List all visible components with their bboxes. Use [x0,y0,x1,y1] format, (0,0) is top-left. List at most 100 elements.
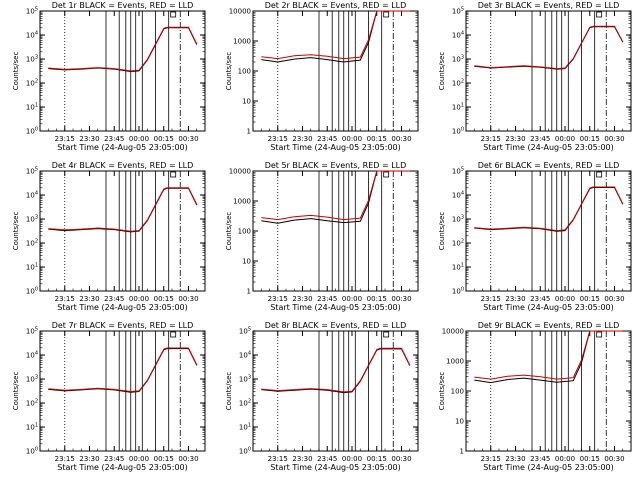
x-tick-label: 23:15 [55,455,75,463]
x-tick-label: 23:15 [55,295,75,303]
y-tick-exponent: 5 [35,327,38,333]
x-tick-label: 00:30 [604,295,624,303]
y-tick-exponent: 0 [35,447,38,453]
flag-box-marker [383,331,390,338]
y-axis-label: Counts/sec [438,212,446,251]
y-tick-label: 100 [238,68,251,76]
flag-box-marker [596,171,603,178]
panel-title: Det 9r BLACK = Events, RED = LLD [478,321,620,330]
series-lld-line [474,186,624,232]
y-tick-label: 10000 [229,168,251,176]
y-tick-label: 1000 [233,198,251,206]
y-tick-exponent: 5 [35,167,38,173]
panel-det-2: Det 2r BLACK = Events, RED = LLD 1 10 100 10… [225,1,419,152]
x-tick-label: 23:45 [104,135,124,143]
x-tick-label: 00:30 [391,455,411,463]
x-tick-label: 23:45 [104,295,124,303]
y-tick-label: 10 [455,418,464,426]
y-tick-label: 103 [452,55,464,64]
y-tick-label: 101 [239,423,251,432]
x-tick-label: 23:15 [481,295,501,303]
x-tick-label: 23:30 [505,455,525,463]
x-tick-label: 23:15 [268,455,288,463]
y-axis-label: Counts/sec [438,372,446,411]
x-tick-label: 00:15 [367,135,387,143]
x-tick-label: 23:45 [317,135,337,143]
panel-title: Det 6r BLACK = Events, RED = LLD [478,161,620,170]
series-events-line [474,26,624,70]
panel-det-1: Det 1r BLACK = Events, RED = LLD10010110… [12,1,206,152]
flag-box-marker [596,11,603,18]
y-axis-label: Counts/sec [12,52,20,91]
x-tick-label: 23:15 [268,295,288,303]
y-tick-exponent: 5 [35,7,38,13]
panel-det-9: Det 9r BLACK = Events, RED = LLD 1 10 100 10… [438,321,632,472]
y-tick-label: 102 [239,399,251,408]
x-tick-label: 00:00 [555,455,575,463]
x-tick-label: 23:45 [530,455,550,463]
x-tick-label: 23:30 [79,135,99,143]
y-tick-exponent: 1 [461,103,464,109]
y-tick-label: 100 [238,228,251,236]
y-tick-label: 105 [26,327,38,336]
series-events-line [261,170,410,224]
x-tick-label: 23:30 [505,135,525,143]
x-tick-label: 23:15 [481,135,501,143]
y-tick-label: 103 [26,55,38,64]
x-tick-label: 00:15 [580,135,600,143]
y-tick-label: 105 [26,167,38,176]
y-tick-label: 105 [452,7,464,16]
x-tick-label: 00:15 [154,455,174,463]
y-tick-exponent: 3 [35,55,38,61]
series-events-line [261,348,411,394]
panel-title: Det 5r BLACK = Events, RED = LLD [265,161,407,170]
x-tick-label: 23:45 [317,295,337,303]
x-tick-label: 23:45 [530,295,550,303]
y-tick-exponent: 0 [461,127,464,133]
y-tick-exponent: 4 [461,191,464,197]
y-tick-label: 100 [239,447,251,456]
x-tick-label: 00:15 [154,135,174,143]
x-axis-label: Start Time (24-Aug-05 23:05:00) [270,143,401,152]
x-tick-label: 00:30 [604,455,624,463]
y-tick-exponent: 2 [35,399,38,405]
y-tick-label: 100 [452,127,464,136]
x-axis-label: Start Time (24-Aug-05 23:05:00) [270,463,401,472]
y-axis-label: Counts/sec [225,372,233,411]
y-axis-label: Counts/sec [225,212,233,251]
x-axis-label: Start Time (24-Aug-05 23:05:00) [483,303,614,312]
y-tick-label: 102 [26,239,38,248]
y-tick-label: 103 [26,215,38,224]
flag-box-marker [596,331,603,338]
flag-box-marker [383,171,390,178]
x-tick-label: 00:00 [129,455,149,463]
y-tick-label: 102 [452,239,464,248]
y-tick-label: 104 [452,191,464,200]
series-lld-line [261,170,410,221]
y-tick-exponent: 5 [248,327,251,333]
x-axis-label: Start Time (24-Aug-05 23:05:00) [57,463,188,472]
series-lld-line [474,25,624,70]
y-tick-exponent: 1 [35,423,38,429]
y-tick-exponent: 1 [248,423,251,429]
y-tick-label: 101 [26,103,38,112]
x-tick-label: 00:00 [555,295,575,303]
x-tick-label: 00:00 [342,455,362,463]
y-tick-label: 101 [26,423,38,432]
y-tick-label: 105 [26,7,38,16]
y-tick-exponent: 2 [461,239,464,245]
x-tick-label: 00:30 [604,135,624,143]
y-tick-label: 100 [26,447,38,456]
y-tick-label: 104 [26,351,38,360]
series-lld-line [48,347,198,393]
y-tick-label: 101 [452,103,464,112]
x-tick-label: 23:30 [292,295,312,303]
panel-det-3: Det 3r BLACK = Events, RED = LLD10010110… [438,1,632,152]
series-lld-line [261,10,410,60]
panel-det-6: Det 6r BLACK = Events, RED = LLD10010110… [438,161,632,312]
y-tick-label: 102 [452,79,464,88]
y-tick-label: 105 [239,327,251,336]
y-axis-label: Counts/sec [438,52,446,91]
series-events-line [48,348,198,393]
x-tick-label: 23:30 [79,455,99,463]
